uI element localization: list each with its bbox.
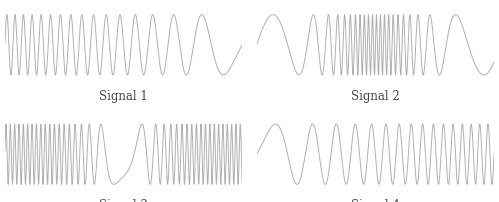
Text: Signal 2: Signal 2	[351, 89, 400, 102]
Text: Signal 4: Signal 4	[351, 198, 400, 202]
Text: Signal 3: Signal 3	[99, 198, 148, 202]
Text: Signal 1: Signal 1	[99, 89, 148, 102]
